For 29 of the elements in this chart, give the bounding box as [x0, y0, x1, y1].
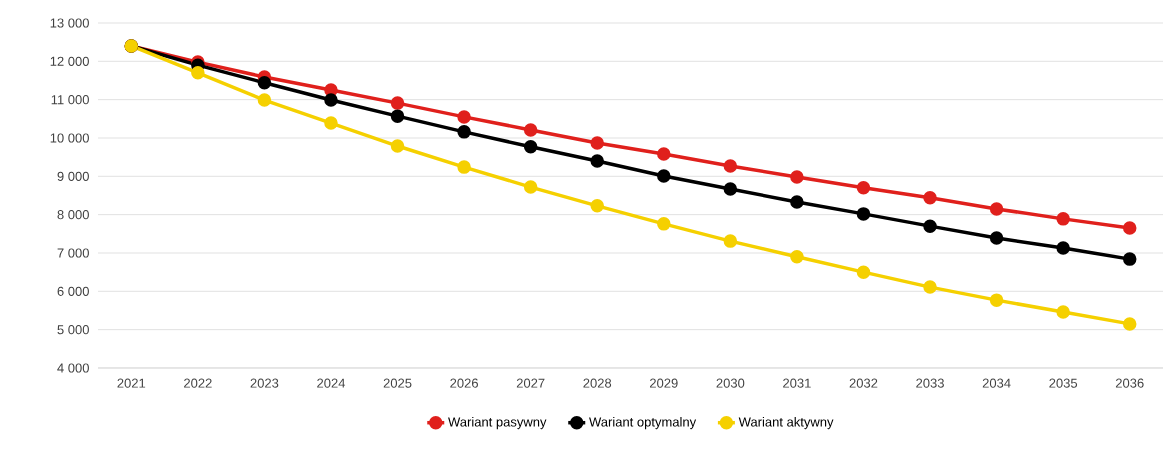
x-tick-label: 2025 [383, 378, 412, 388]
x-tick-label: 2031 [783, 378, 811, 388]
y-tick-label: 9 000 [57, 171, 89, 181]
x-tick-label: 2026 [450, 378, 478, 388]
legend-label: Wariant pasywny [448, 417, 547, 430]
x-tick-label: 2036 [1115, 378, 1144, 388]
x-tick-label: 2035 [1049, 378, 1078, 388]
y-tick-label: 5 000 [57, 325, 89, 335]
y-tick-label: 6 000 [57, 286, 89, 296]
x-tick-label: 2022 [184, 378, 212, 388]
x-tick-label: 2027 [516, 378, 545, 388]
y-tick-label: 7 000 [57, 248, 89, 258]
x-tick-label: 2029 [649, 378, 678, 388]
y-tick-label: 10 000 [50, 133, 89, 143]
legend-label: Wariant optymalny [589, 417, 697, 430]
x-tick-label: 2024 [317, 378, 346, 388]
x-tick-label: 2033 [916, 378, 944, 388]
x-tick-label: 2032 [849, 378, 878, 388]
x-tick-label: 2030 [716, 378, 745, 388]
y-tick-label: 4 000 [57, 363, 89, 373]
x-tick-label: 2034 [982, 378, 1011, 388]
y-tick-label: 11 000 [51, 95, 89, 105]
x-tick-label: 2021 [117, 378, 146, 388]
legend-label: Wariant aktywny [738, 417, 834, 430]
y-tick-label: 8 000 [57, 210, 89, 220]
y-tick-label: 13 000 [50, 18, 89, 28]
x-tick-label: 2023 [250, 378, 279, 388]
x-tick-label: 2028 [583, 378, 612, 388]
y-tick-label: 12 000 [50, 56, 89, 66]
